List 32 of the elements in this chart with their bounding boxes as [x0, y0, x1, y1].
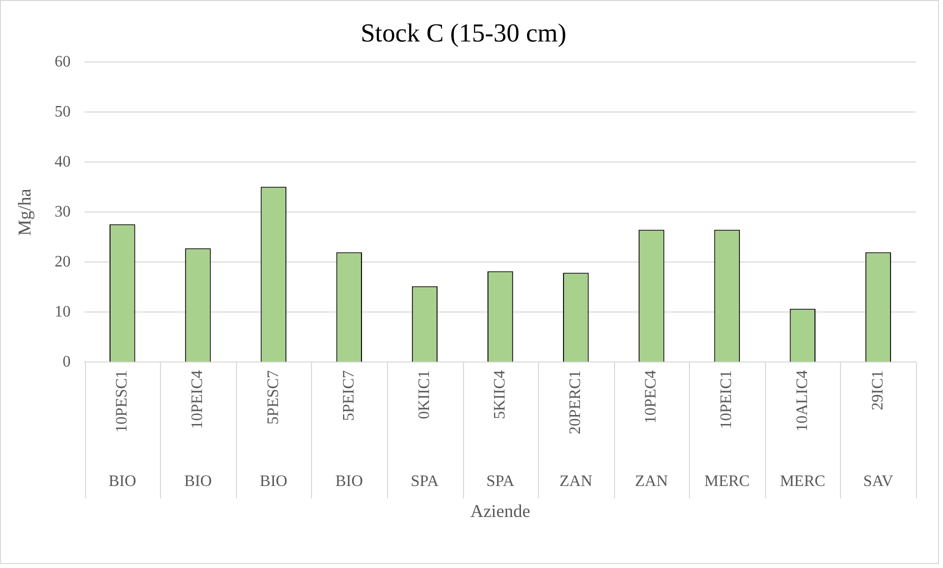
x-tick-label: 20PERC1 [567, 370, 584, 434]
y-tick-label: 60 [54, 53, 71, 70]
y-tick-label: 50 [54, 103, 71, 120]
x-tick-label: 10PEC4 [642, 370, 660, 424]
text: SAV [863, 473, 894, 490]
chart-title: Stock C (15-30 cm) [360, 18, 566, 48]
y-tick-label: 30 [54, 203, 71, 220]
y-tick-label: 20 [54, 253, 71, 270]
x-tick-label: 5PEIC7 [340, 370, 358, 421]
x-tick-label: 10ALIC4 [794, 370, 811, 432]
x-tick-label: 10PEIC1 [718, 370, 736, 429]
y-tick-label: 0 [62, 353, 71, 370]
text: ZAN [635, 473, 668, 490]
text: BIO [184, 473, 212, 490]
text: MERC [780, 473, 826, 490]
x-axis-title: Aziende [470, 500, 530, 521]
text: SPA [486, 473, 515, 490]
y-axis-title: Mg/ha [14, 188, 35, 236]
x-tick-label: 0KIIC1 [416, 370, 433, 420]
text: SPA [410, 473, 440, 490]
text: BIO [260, 473, 288, 490]
text: MERC [704, 473, 750, 490]
text: ZAN [559, 473, 593, 490]
y-tick-label: 40 [54, 153, 71, 170]
text: BIO [108, 473, 136, 490]
x-tick-label: 5PESC7 [264, 370, 282, 424]
x-tick-label: 10PEIC4 [189, 370, 206, 429]
y-tick-label: 10 [54, 303, 71, 320]
x-tick-label: 29IC1 [869, 370, 886, 410]
x-tick-label: 10PESC1 [114, 370, 131, 432]
text: BIO [335, 473, 363, 490]
x-tick-label: 5KIIC4 [492, 370, 509, 420]
